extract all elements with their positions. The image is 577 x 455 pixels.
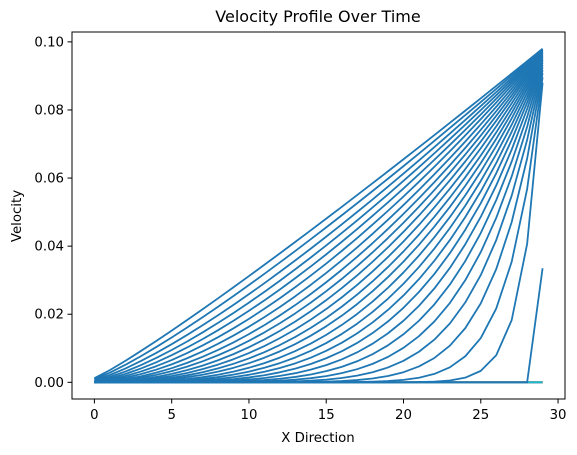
- spike-series-line: [94, 268, 544, 384]
- y-tick-label: 0.06: [34, 172, 64, 187]
- plot-frame: [71, 31, 566, 400]
- x-axis-label: X Direction: [281, 431, 354, 446]
- x-tick-label: 0: [90, 408, 98, 423]
- x-tick-label: 15: [318, 408, 335, 423]
- y-tick-label: 0.10: [34, 35, 64, 50]
- y-tick-label: 0.08: [34, 103, 64, 118]
- velocity-profile-line: [94, 49, 544, 382]
- velocity-profile-line: [94, 59, 544, 384]
- velocity-profile-line: [94, 52, 544, 383]
- chart-title: Velocity Profile Over Time: [215, 7, 420, 26]
- y-tick-label: 0.02: [34, 308, 64, 323]
- y-tick-label: 0.04: [34, 240, 64, 255]
- velocity-profile-line: [94, 60, 544, 384]
- x-tick-label: 20: [395, 408, 412, 423]
- velocity-profile-line: [94, 49, 544, 382]
- velocity-profile-line: [94, 51, 544, 383]
- velocity-profile-line: [94, 55, 544, 383]
- velocity-profile-line: [94, 53, 544, 383]
- x-tick-label: 30: [550, 408, 567, 423]
- y-axis-ticks: 0.00 0.02 0.04 0.06 0.08 0.10: [34, 35, 72, 391]
- x-axis-ticks: 0 5 10 15 20 25 30: [90, 399, 567, 423]
- velocity-profile-line: [93, 47, 544, 380]
- x-tick-label: 10: [240, 408, 257, 423]
- x-tick-label: 5: [167, 408, 175, 423]
- y-axis-label: Velocity: [10, 190, 25, 242]
- plot-lines: [93, 47, 544, 384]
- velocity-profile-line: [94, 49, 544, 382]
- velocity-profile-line: [94, 48, 544, 380]
- velocity-profile-line: [94, 50, 544, 383]
- velocity-profile-line: [94, 54, 544, 383]
- velocity-profile-line: [94, 48, 544, 381]
- x-tick-label: 25: [472, 408, 489, 423]
- y-tick-label: 0.00: [34, 376, 64, 391]
- velocity-profile-line: [94, 51, 544, 383]
